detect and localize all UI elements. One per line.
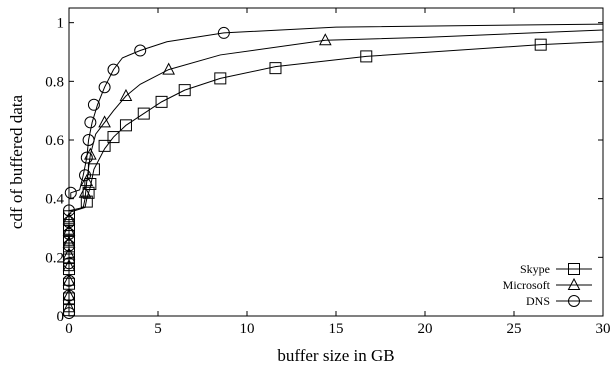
data-point-dns xyxy=(82,134,95,146)
data-point-dns xyxy=(63,289,75,302)
data-point-skype xyxy=(178,84,191,97)
axes: 0 5 10 15 20 25 30 0 0.2 0.4 0.6 0.8 1 xyxy=(45,7,611,337)
legend-marker-microsoft xyxy=(567,277,581,290)
x-tick-label: 30 xyxy=(596,321,611,337)
legend-label-dns: DNS xyxy=(526,294,550,308)
data-point-dns xyxy=(107,63,120,76)
y-tick-label: 0.8 xyxy=(45,74,64,90)
data-point-skype xyxy=(82,186,95,199)
data-point-dns xyxy=(98,81,111,94)
data-point-skype xyxy=(119,119,132,132)
data-point-dns xyxy=(63,227,75,240)
y-tick-label: 1 xyxy=(57,16,65,32)
data-point-skype xyxy=(80,195,93,208)
x-tick-label: 0 xyxy=(65,321,73,337)
x-tick-label: 20 xyxy=(418,321,433,337)
y-tick-label: 0 xyxy=(57,309,65,325)
data-point-dns xyxy=(79,169,92,182)
x-axis-title: buffer size in GB xyxy=(277,346,394,365)
x-tick-label: 15 xyxy=(329,321,344,337)
series-line-skype xyxy=(68,41,604,316)
data-point-dns xyxy=(84,116,97,129)
data-point-dns xyxy=(134,44,147,57)
series-dns xyxy=(63,23,604,320)
data-point-skype xyxy=(84,178,97,190)
series-line-microsoft xyxy=(68,29,604,316)
y-axis-title: cdf of buffered data xyxy=(7,94,26,229)
data-point-skype xyxy=(98,139,111,152)
data-point-dns xyxy=(217,26,230,39)
data-point-microsoft xyxy=(119,88,133,101)
data-point-dns xyxy=(63,216,75,229)
x-tick-label: 5 xyxy=(154,321,162,337)
legend: Skype Microsoft DNS xyxy=(503,262,592,308)
data-point-dns xyxy=(63,257,75,270)
data-point-dns xyxy=(80,151,93,164)
data-point-skype xyxy=(214,72,227,85)
data-point-dns xyxy=(63,204,75,217)
data-point-dns xyxy=(63,239,75,252)
data-point-dns xyxy=(63,307,75,320)
data-point-microsoft xyxy=(98,115,111,128)
data-point-microsoft xyxy=(162,62,176,75)
data-point-dns xyxy=(87,98,100,111)
data-point-skype xyxy=(107,131,120,144)
x-tick-label: 10 xyxy=(240,321,255,337)
data-point-skype xyxy=(360,50,373,63)
legend-label-skype: Skype xyxy=(520,262,550,276)
series-line-dns xyxy=(68,23,604,316)
legend-label-microsoft: Microsoft xyxy=(503,278,551,292)
data-point-skype xyxy=(155,95,168,108)
data-point-microsoft xyxy=(318,33,332,46)
data-point-dns xyxy=(64,186,77,199)
data-point-skype xyxy=(534,38,547,51)
data-point-skype xyxy=(269,62,282,75)
data-point-microsoft xyxy=(78,185,92,198)
y-tick-label: 0.2 xyxy=(45,250,64,266)
legend-marker-dns xyxy=(568,295,580,307)
series-group xyxy=(62,23,604,320)
legend-marker-skype xyxy=(568,263,580,275)
data-point-skype xyxy=(137,107,150,120)
y-tick-label: 0.6 xyxy=(45,133,64,149)
y-tick-label: 0.4 xyxy=(45,192,64,208)
x-tick-label: 25 xyxy=(507,321,522,337)
data-point-dns xyxy=(63,274,75,287)
